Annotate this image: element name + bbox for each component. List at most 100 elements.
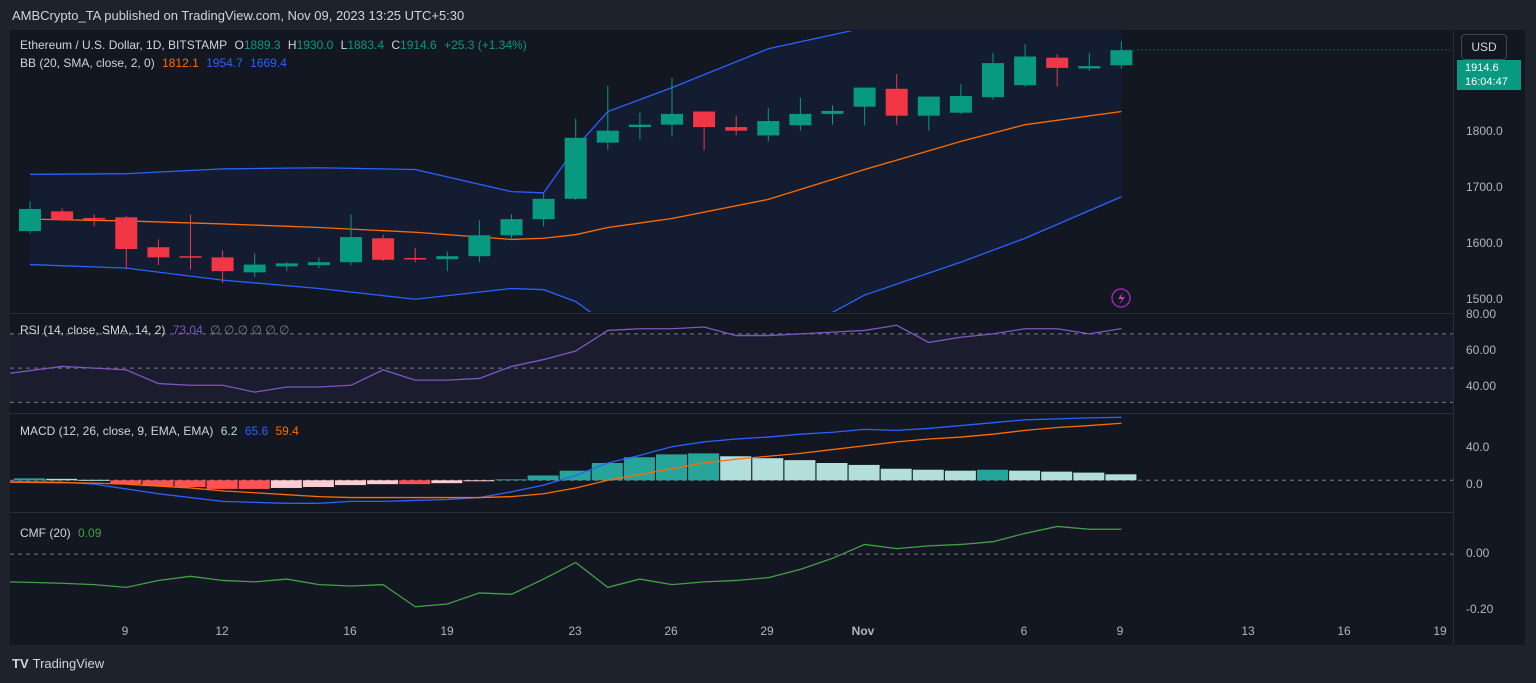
pane-separator-2[interactable] — [10, 413, 1453, 414]
macd-histogram-bar — [848, 464, 880, 481]
macd-histogram-bar — [431, 480, 463, 484]
signal-line — [9, 422, 1122, 499]
rsi-tick-40: 40.00 — [1466, 379, 1497, 393]
candle-body — [1078, 66, 1101, 69]
macd-histogram-bar — [270, 480, 302, 488]
cmf-line — [9, 525, 1122, 608]
bb-lower-value: 1669.4 — [250, 56, 287, 70]
macd-histogram-bar — [78, 479, 110, 481]
publisher-header: AMBCrypto_TA published on TradingView.co… — [12, 8, 465, 23]
macd-histogram-bar — [977, 469, 1008, 481]
macd-histogram-bar — [1105, 474, 1137, 481]
rsi-title[interactable]: RSI (14, close, SMA, 14, 2) — [20, 323, 166, 337]
last-price: 1914.6 — [1465, 62, 1499, 74]
main-legend: Ethereum / U.S. Dollar, 1D, BITSTAMP O18… — [20, 38, 531, 52]
low-value: 1883.4 — [347, 38, 385, 52]
rsi-extra: ∅ ∅ ∅ ∅ ∅ ∅ — [210, 323, 290, 337]
macd-histogram-bar — [206, 480, 238, 489]
open-label: O — [234, 38, 244, 52]
pane-separator-1[interactable] — [10, 313, 1453, 314]
candle-body — [1014, 56, 1037, 86]
candle-body — [1046, 57, 1069, 68]
bb-basis-line — [29, 110, 1122, 241]
open-value: 1889.3 — [243, 38, 281, 52]
currency-button[interactable]: USD — [1461, 34, 1507, 60]
candle-body — [693, 111, 716, 128]
price-tick-1800: 1800.0 — [1466, 124, 1503, 138]
macd-histogram-bar — [302, 480, 334, 487]
x-tick: 13 — [1241, 624, 1255, 638]
bb-legend: BB (20, SMA, close, 2, 0) 1812.1 1954.7 … — [20, 56, 291, 70]
x-tick: 16 — [1337, 624, 1351, 638]
cmf-title[interactable]: CMF (20) — [20, 526, 71, 540]
macd-title[interactable]: MACD (12, 26, close, 9, EMA, EMA) — [20, 424, 214, 438]
x-tick: 19 — [1433, 624, 1447, 638]
pane-separator-3[interactable] — [10, 512, 1453, 513]
candle-body — [404, 257, 427, 260]
macd-histogram-bar — [1073, 472, 1105, 481]
candle-body — [147, 247, 170, 258]
price-tick-1500: 1500.0 — [1466, 292, 1503, 306]
candle-body — [885, 88, 908, 116]
candle-body — [1110, 50, 1133, 66]
x-tick: 16 — [343, 624, 357, 638]
macd-histogram-bar — [142, 480, 174, 487]
macd-histogram-bar — [46, 478, 78, 481]
symbol-title[interactable]: Ethereum / U.S. Dollar, 1D, BITSTAMP — [20, 38, 228, 52]
candle-body — [179, 256, 202, 258]
candle-body — [853, 87, 876, 107]
lightning-icon — [1111, 288, 1131, 308]
x-tick: 29 — [760, 624, 774, 638]
cmf-tick-neg20: -0.20 — [1466, 602, 1494, 616]
x-tick: 6 — [1020, 624, 1028, 638]
macd-histogram-bar — [527, 475, 559, 481]
brand-name: TradingView — [32, 656, 105, 671]
macd-histogram-bar — [367, 480, 399, 485]
macd-line-value: 65.6 — [244, 424, 269, 438]
candle-body — [532, 198, 555, 220]
candle-body — [982, 63, 1004, 98]
x-tick: 12 — [215, 624, 229, 638]
rsi-line — [9, 324, 1122, 393]
x-tick-month: Nov — [851, 624, 875, 638]
candle-body — [725, 127, 748, 131]
candle-body — [917, 96, 940, 116]
candle-body — [340, 237, 362, 263]
macd-histogram-bar — [238, 480, 270, 489]
rsi-legend: RSI (14, close, SMA, 14, 2) 73.04 ∅ ∅ ∅ … — [20, 323, 294, 337]
candle-body — [83, 217, 106, 220]
candle-body — [757, 121, 780, 136]
rsi-value: 73.04 — [172, 323, 203, 337]
close-label: C — [391, 38, 401, 52]
macd-legend: MACD (12, 26, close, 9, EMA, EMA) 6.2 65… — [20, 424, 303, 438]
rsi-tick-60: 60.00 — [1466, 343, 1497, 357]
macd-histogram-bar — [14, 478, 45, 481]
x-tick: 9 — [121, 624, 129, 638]
candle-body — [789, 113, 812, 126]
macd-histogram-bar — [1041, 471, 1073, 481]
macd-line — [9, 416, 1122, 504]
bb-upper-value: 1954.7 — [206, 56, 243, 70]
macd-tick-40: 40.0 — [1466, 440, 1490, 454]
macd-histogram-bar — [688, 453, 720, 481]
cmf-value: 0.09 — [78, 526, 102, 540]
price-tick-1700: 1700.0 — [1466, 180, 1503, 194]
cmf-tick-0: 0.00 — [1466, 546, 1490, 560]
bb-title[interactable]: BB (20, SMA, close, 2, 0) — [20, 56, 155, 70]
tradingview-brand[interactable]: TV TradingView — [12, 656, 104, 671]
x-tick: 9 — [1116, 624, 1124, 638]
x-tick: 19 — [440, 624, 454, 638]
macd-histogram-bar — [591, 463, 623, 481]
change-value: +25.3 (+1.34%) — [444, 38, 527, 52]
high-label: H — [287, 38, 297, 52]
last-price-tag: 1914.6 16:04:47 — [1457, 60, 1521, 90]
macd-histogram-bar — [784, 460, 816, 481]
candle-body — [211, 257, 234, 272]
candle-body — [949, 95, 972, 113]
candle-body — [468, 235, 491, 257]
candle-body — [821, 110, 844, 114]
lightning-icon-bolt — [1118, 292, 1125, 305]
candle-body — [372, 238, 395, 260]
candle-body — [628, 124, 651, 128]
